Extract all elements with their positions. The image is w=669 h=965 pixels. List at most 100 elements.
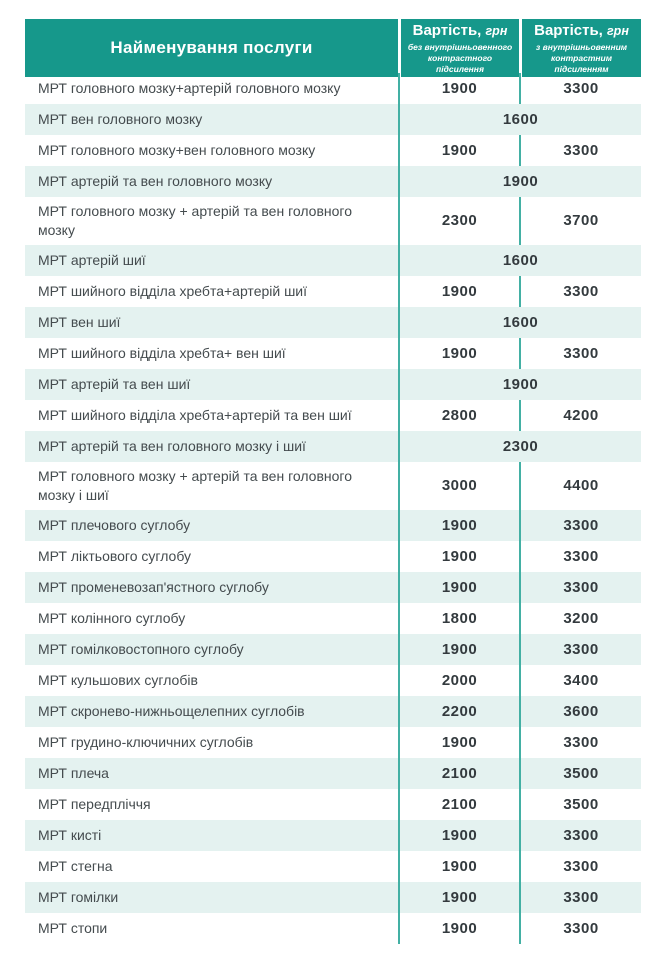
price-without-contrast: 1900 [398, 275, 519, 307]
price-title-text: Вартість, [534, 22, 603, 39]
price-with-contrast: 3300 [519, 337, 641, 369]
service-name: МРТ кисті [38, 826, 102, 843]
service-name: МРТ кульшових суглобів [38, 671, 198, 688]
price-with-contrast: 3300 [519, 73, 641, 104]
price-without-contrast: 2100 [398, 757, 519, 789]
price-without-contrast: 2000 [398, 664, 519, 696]
price-without-contrast: 1900 [398, 819, 519, 851]
price-with-contrast: 4200 [519, 399, 641, 431]
mri-price-table: Найменування послуги Вартість, грн без в… [25, 19, 641, 944]
table-row: МРТ плеча 2100 3500 [25, 757, 641, 789]
service-name: МРТ скронево-нижньощелепних суглобів [38, 702, 305, 719]
table-row: МРТ плечового суглобу 1900 3300 [25, 509, 641, 541]
table-row: МРТ променевозап'ястного суглобу 1900 33… [25, 571, 641, 603]
table-row-merged: МРТ артерій шиї 1600 [25, 244, 641, 276]
price-without-contrast: 2100 [398, 788, 519, 820]
service-name: МРТ вен головного мозку [38, 111, 203, 128]
price-without-contrast: 1900 [398, 726, 519, 758]
service-name: МРТ шийного відділа хребта+ вен шиї [38, 344, 286, 361]
price-with-contrast: 3300 [519, 275, 641, 307]
table-row: МРТ передпліччя 2100 3500 [25, 788, 641, 820]
service-name: МРТ плечового суглобу [38, 516, 191, 533]
service-name: МРТ вен шиї [38, 313, 121, 330]
service-name: МРТ артерій та вен шиї [38, 375, 191, 392]
service-name: МРТ шийного відділа хребта+артерій та ве… [38, 406, 352, 423]
service-name: МРТ шийного відділа хребта+артерій шиї [38, 282, 308, 299]
price-with-contrast: 3500 [519, 757, 641, 789]
price-with-contrast: 3300 [519, 726, 641, 758]
price-without-contrast: 2800 [398, 399, 519, 431]
price-merged: 1600 [398, 244, 641, 276]
table-row-merged: МРТ артерій та вен шиї 1900 [25, 368, 641, 400]
header-price-with-title: Вартість, грн [534, 22, 629, 39]
service-name: МРТ гомілковостопного суглобу [38, 640, 244, 657]
price-without-contrast: 1900 [398, 337, 519, 369]
price-title-text: Вартість, [412, 22, 482, 39]
table-row: МРТ колінного суглобу 1800 3200 [25, 602, 641, 634]
service-name: МРТ передпліччя [38, 795, 151, 812]
table-row: МРТ ліктьового суглобу 1900 3300 [25, 540, 641, 572]
price-without-contrast: 1900 [398, 509, 519, 541]
price-with-contrast: 3300 [519, 540, 641, 572]
header-price-without-subtitle: без внутрішньовенного контрастного підси… [407, 42, 513, 74]
service-name: МРТ колінного суглобу [38, 609, 186, 626]
header-price-with-contrast: Вартість, грн з внутрішньовенним контрас… [519, 19, 641, 78]
currency-unit: грн [485, 24, 508, 38]
service-name: МРТ артерій та вен головного мозку і шиї [38, 437, 306, 454]
price-merged: 2300 [398, 430, 641, 462]
service-name: МРТ артерій шиї [38, 251, 146, 268]
currency-unit: грн [607, 24, 629, 38]
price-without-contrast: 1900 [398, 571, 519, 603]
service-name: МРТ артерій та вен головного мозку [38, 173, 273, 190]
table-row: МРТ скронево-нижньощелепних суглобів 220… [25, 695, 641, 727]
header-service-name: Найменування послуги [25, 19, 398, 78]
service-name: МРТ ліктьового суглобу [38, 547, 192, 564]
price-with-contrast: 3300 [519, 881, 641, 913]
header-price-without-title: Вартість, грн [413, 22, 508, 39]
price-without-contrast: 1900 [398, 912, 519, 944]
service-name: МРТ грудино-ключичних суглобів [38, 733, 254, 750]
price-with-contrast: 3300 [519, 819, 641, 851]
table-row: МРТ гомілковостопного суглобу 1900 3300 [25, 633, 641, 665]
table-row-merged: МРТ артерій та вен головного мозку 1900 [25, 166, 641, 197]
table-row: МРТ головного мозку + артерій та вен гол… [25, 197, 641, 245]
table-row-merged: МРТ артерій та вен головного мозку і шиї… [25, 430, 641, 462]
price-without-contrast: 1900 [398, 73, 519, 104]
price-without-contrast: 2300 [398, 197, 519, 245]
table-row: МРТ грудино-ключичних суглобів 1900 3300 [25, 726, 641, 758]
service-name: МРТ променевозап'ястного суглобу [38, 578, 269, 595]
table-row: МРТ кисті 1900 3300 [25, 819, 641, 851]
table-row-merged: МРТ вен шиї 1600 [25, 306, 641, 338]
service-name: МРТ головного мозку + артерій та вен гол… [38, 467, 353, 503]
price-table-body: МРТ головного мозку+артерій головного мо… [25, 73, 641, 944]
price-merged: 1900 [398, 368, 641, 400]
price-without-contrast: 1900 [398, 540, 519, 572]
price-with-contrast: 3700 [519, 197, 641, 245]
table-row: МРТ шийного відділа хребта+ вен шиї 1900… [25, 337, 641, 369]
price-with-contrast: 3400 [519, 664, 641, 696]
service-name: МРТ стопи [38, 919, 108, 936]
service-name: МРТ головного мозку+вен головного мозку [38, 142, 316, 159]
table-row: МРТ стопи 1900 3300 [25, 912, 641, 944]
table-row: МРТ шийного відділа хребта+артерій шиї 1… [25, 275, 641, 307]
table-row: МРТ шийного відділа хребта+артерій та ве… [25, 399, 641, 431]
price-with-contrast: 3500 [519, 788, 641, 820]
service-name: МРТ гомілки [38, 888, 119, 905]
table-row: МРТ стегна 1900 3300 [25, 850, 641, 882]
price-with-contrast: 3300 [519, 509, 641, 541]
price-with-contrast: 3600 [519, 695, 641, 727]
price-table-header: Найменування послуги Вартість, грн без в… [25, 19, 641, 78]
service-name: МРТ головного мозку+артерій головного мо… [38, 80, 341, 97]
price-with-contrast: 3300 [519, 633, 641, 665]
price-without-contrast: 1900 [398, 135, 519, 166]
service-name: МРТ стегна [38, 857, 113, 874]
table-row: МРТ гомілки 1900 3300 [25, 881, 641, 913]
header-price-without-contrast: Вартість, грн без внутрішньовенного конт… [398, 19, 519, 78]
table-row: МРТ кульшових суглобів 2000 3400 [25, 664, 641, 696]
header-price-with-subtitle: з внутрішньовенним контрастним підсиленн… [535, 42, 628, 74]
price-without-contrast: 1900 [398, 633, 519, 665]
table-row: МРТ головного мозку+артерій головного мо… [25, 73, 641, 104]
table-row: МРТ головного мозку + артерій та вен гол… [25, 461, 641, 510]
price-with-contrast: 3200 [519, 602, 641, 634]
price-with-contrast: 4400 [519, 461, 641, 510]
